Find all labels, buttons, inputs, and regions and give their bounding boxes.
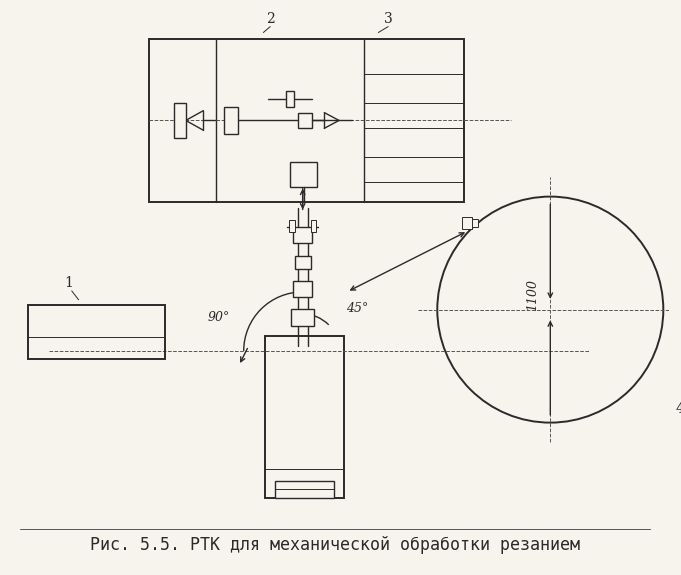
Text: 1: 1 <box>64 276 74 290</box>
Text: 90°: 90° <box>208 312 230 324</box>
Text: 45°: 45° <box>345 301 368 315</box>
Bar <box>311 220 317 232</box>
Bar <box>295 255 311 269</box>
Bar <box>149 39 464 201</box>
Text: 1100: 1100 <box>526 279 539 311</box>
Text: 4: 4 <box>675 402 681 416</box>
Bar <box>462 217 472 229</box>
Bar <box>290 162 317 187</box>
Bar <box>470 219 477 227</box>
Bar <box>291 309 315 327</box>
Bar <box>293 227 313 243</box>
Bar <box>286 91 294 107</box>
Text: 3: 3 <box>384 12 392 26</box>
Bar <box>289 220 295 232</box>
Text: 2: 2 <box>266 12 274 26</box>
Bar <box>266 336 344 499</box>
Bar <box>27 305 165 359</box>
Bar <box>298 113 313 128</box>
Text: Рис. 5.5. РТК для механической обработки резанием: Рис. 5.5. РТК для механической обработки… <box>90 536 580 554</box>
Bar <box>293 281 313 297</box>
Bar <box>275 481 334 499</box>
Bar <box>224 107 238 134</box>
Bar <box>174 103 186 138</box>
